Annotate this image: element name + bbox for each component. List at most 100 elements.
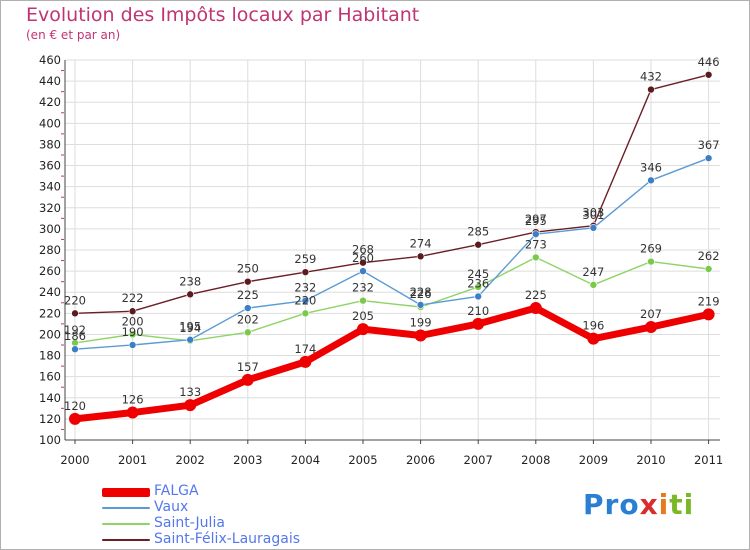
- data-label: 192: [64, 323, 86, 337]
- data-label: 207: [640, 307, 662, 321]
- x-tick-label: 2004: [291, 453, 320, 467]
- x-tick-label: 2001: [118, 453, 147, 467]
- x-tick-label: 2006: [406, 453, 435, 467]
- data-point: [186, 290, 194, 299]
- x-tick-label: 2009: [579, 453, 608, 467]
- data-point: [184, 399, 197, 412]
- chart-subtitle: (en € et par an): [26, 28, 121, 42]
- data-label: 259: [294, 252, 316, 266]
- data-label: 157: [237, 360, 259, 374]
- y-tick-label: 340: [39, 180, 61, 194]
- data-label: 247: [582, 265, 604, 279]
- data-point: [702, 308, 715, 321]
- y-tick-label: 380: [39, 137, 61, 151]
- data-point: [704, 70, 713, 79]
- x-tick-label: 2008: [521, 453, 550, 467]
- x-tick-label: 2003: [233, 453, 262, 467]
- data-label: 194: [179, 321, 201, 335]
- data-label: 228: [410, 285, 432, 299]
- data-point: [416, 252, 425, 261]
- logo-part: ti: [669, 488, 695, 521]
- data-label: 220: [294, 293, 316, 307]
- y-tick-label: 360: [39, 159, 61, 173]
- logo-part: x: [639, 488, 659, 521]
- data-label: 126: [122, 393, 144, 407]
- data-point: [472, 317, 485, 330]
- data-point: [357, 323, 369, 336]
- data-label: 232: [352, 281, 374, 295]
- data-point: [704, 265, 713, 273]
- data-label: 186: [64, 329, 86, 343]
- y-tick-label: 160: [39, 370, 61, 384]
- y-tick-label: 100: [39, 433, 61, 447]
- data-point: [126, 406, 139, 419]
- data-point: [359, 258, 367, 267]
- y-tick-label: 120: [39, 412, 61, 426]
- data-label: 262: [698, 249, 720, 263]
- x-tick-label: 2007: [464, 453, 493, 467]
- data-label: 222: [122, 291, 144, 305]
- y-tick-label: 400: [39, 116, 61, 130]
- data-label: 120: [64, 399, 86, 413]
- y-tick-label: 200: [39, 327, 61, 341]
- y-tick-label: 420: [39, 95, 61, 109]
- data-label: 200: [122, 314, 144, 328]
- data-label: 274: [410, 236, 432, 250]
- data-label: 301: [582, 208, 604, 222]
- data-point: [587, 332, 600, 345]
- data-point: [645, 321, 657, 334]
- data-label: 295: [525, 214, 547, 228]
- y-tick-label: 260: [39, 264, 61, 278]
- data-point: [241, 373, 254, 386]
- data-point: [414, 329, 427, 342]
- data-point: [128, 307, 137, 316]
- x-tick-label: 2010: [636, 453, 665, 467]
- series-lines: [69, 70, 715, 425]
- x-tick-label: 2002: [176, 453, 205, 467]
- data-point: [474, 292, 483, 301]
- legend-swatch: [102, 523, 150, 525]
- data-label: 303: [582, 206, 604, 220]
- legend-swatch: [102, 507, 150, 509]
- data-label: 273: [525, 237, 547, 251]
- data-point: [301, 268, 310, 276]
- data-point: [589, 281, 598, 289]
- data-label: 205: [352, 309, 374, 323]
- series-line: [74, 157, 709, 350]
- data-label: 174: [294, 342, 316, 356]
- x-tick-label: 2005: [348, 453, 377, 467]
- series-line: [74, 74, 709, 315]
- data-label: 367: [698, 138, 720, 152]
- data-label: 238: [179, 274, 201, 288]
- data-label: 250: [237, 262, 259, 276]
- data-point: [474, 283, 483, 291]
- data-label: 225: [237, 288, 259, 302]
- legend-label: Saint-Félix-Lauragais: [154, 531, 301, 547]
- data-point: [128, 341, 137, 349]
- chart-title: Evolution des Impôts locaux par Habitant: [26, 4, 420, 26]
- legend-swatch: [102, 539, 150, 541]
- series-line: [74, 304, 710, 423]
- data-point: [186, 335, 194, 344]
- data-point: [128, 330, 137, 339]
- legend-label: Saint-Julia: [154, 515, 225, 531]
- data-label: 196: [582, 319, 604, 333]
- data-point: [244, 277, 252, 286]
- data-point: [704, 154, 713, 162]
- data-point: [299, 355, 312, 368]
- data-point: [301, 309, 310, 318]
- data-point: [647, 85, 655, 94]
- data-label: 220: [64, 293, 86, 307]
- data-label: 195: [179, 320, 201, 334]
- data-label: 219: [698, 294, 720, 308]
- y-tick-label: 220: [39, 306, 61, 320]
- data-label: 260: [352, 251, 374, 265]
- data-point: [531, 253, 540, 262]
- data-point: [647, 176, 655, 185]
- data-point: [416, 301, 425, 309]
- data-label: 225: [525, 288, 547, 302]
- y-tick-label: 300: [39, 222, 61, 236]
- y-tick-label: 320: [39, 201, 61, 215]
